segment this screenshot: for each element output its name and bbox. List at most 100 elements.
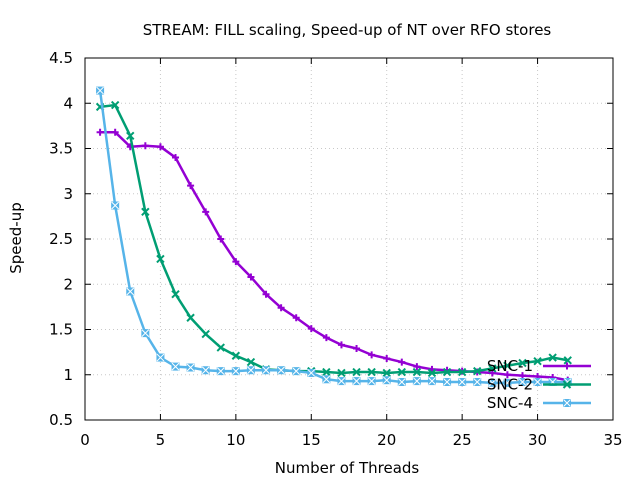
- data-point-cross: [563, 399, 571, 407]
- x-axis-label: Number of Threads: [275, 459, 420, 477]
- data-point: [442, 367, 452, 377]
- data-point: [231, 351, 241, 360]
- series-1: [96, 128, 572, 384]
- legend-label: SNC-2: [487, 376, 533, 394]
- data-point: [141, 329, 150, 338]
- data-point: [186, 313, 195, 322]
- data-point: [367, 367, 376, 377]
- data-point: [186, 363, 195, 372]
- y-tick-label: 3: [63, 185, 73, 203]
- data-point: [201, 329, 210, 339]
- series-line: [98, 90, 568, 385]
- data-point: [201, 366, 210, 375]
- data-point: [533, 377, 542, 386]
- data-point: [126, 287, 135, 296]
- data-point-cross: [443, 378, 451, 386]
- chart-title: STREAM: FILL scaling, Speed-up of NT ove…: [143, 21, 552, 39]
- data-point: [397, 377, 406, 386]
- y-tick-label: 3.5: [49, 140, 73, 158]
- data-point: [368, 351, 376, 359]
- series-line: [100, 130, 568, 382]
- y-tick-label: 2: [63, 275, 73, 293]
- data-point: [518, 377, 527, 386]
- data-point-cross: [141, 329, 150, 337]
- data-point: [458, 377, 467, 386]
- data-point: [412, 377, 421, 386]
- data-point: [307, 368, 316, 377]
- data-point-cross: [216, 367, 225, 375]
- data-point-cross: [458, 378, 466, 386]
- data-point: [398, 358, 406, 366]
- data-point-cross: [247, 366, 255, 375]
- data-point: [397, 367, 407, 377]
- y-tick-label: 4: [63, 94, 73, 112]
- data-point-cross: [171, 362, 180, 371]
- axis-ticks: 0 5 10 15 20 25 30 35 0.5 1 1.5 2 2.5 3 3.5 4 4.5: [49, 49, 622, 449]
- data-point: [171, 362, 180, 371]
- y-tick-label: 4.5: [49, 49, 73, 67]
- data-point: [232, 258, 240, 266]
- data-point: [503, 378, 512, 387]
- y-tick-label: 1.5: [49, 321, 73, 339]
- data-point-cross: [413, 377, 421, 385]
- data-point: [503, 371, 511, 379]
- data-point: [488, 364, 497, 373]
- data-point-cross: [533, 378, 542, 386]
- data-point: [383, 354, 391, 362]
- data-point: [172, 154, 180, 162]
- data-point: [216, 367, 225, 376]
- data-point: [262, 290, 270, 298]
- data-point: [202, 208, 210, 216]
- series-2: [95, 100, 572, 378]
- legend-label: SNC-1: [487, 357, 533, 375]
- data-point: [126, 131, 135, 141]
- data-point: [262, 366, 271, 375]
- data-point-cross: [382, 376, 391, 385]
- data-point-cross: [503, 379, 512, 387]
- data-point: [427, 377, 436, 386]
- data-point: [307, 325, 315, 333]
- x-tick-label: 15: [302, 431, 321, 449]
- x-tick-label: 0: [80, 431, 90, 449]
- data-point: [96, 86, 105, 95]
- data-point-cross: [322, 375, 331, 384]
- data-point: [548, 353, 557, 362]
- data-point: [156, 353, 165, 362]
- x-tick-label: 5: [156, 431, 166, 449]
- data-point: [141, 142, 149, 150]
- data-point: [562, 380, 572, 389]
- data-point: [367, 377, 376, 386]
- data-point: [187, 182, 195, 190]
- data-point: [231, 367, 240, 376]
- data-point: [518, 358, 527, 368]
- y-tick-label: 2.5: [49, 230, 73, 248]
- data-point: [111, 128, 119, 136]
- data-point-cross: [397, 378, 406, 386]
- data-point: [488, 369, 496, 377]
- x-tick-label: 30: [528, 431, 547, 449]
- data-point-cross: [201, 366, 210, 375]
- data-point-cross: [262, 366, 270, 375]
- data-point-cross: [473, 378, 482, 386]
- data-point: [216, 343, 225, 352]
- series-lines: [95, 86, 572, 387]
- data-point: [96, 128, 104, 136]
- data-point-cross: [186, 363, 195, 372]
- data-point-cross: [111, 201, 120, 210]
- grid: [85, 58, 613, 420]
- data-point-cross: [352, 377, 361, 385]
- data-point-cross: [488, 379, 497, 387]
- data-point: [277, 304, 285, 312]
- data-point: [518, 372, 526, 380]
- data-point-cross: [428, 377, 436, 385]
- data-point-cross: [156, 353, 165, 362]
- data-point: [292, 367, 301, 376]
- data-point: [563, 399, 571, 407]
- data-point: [382, 368, 391, 378]
- data-point: [443, 377, 452, 386]
- data-point-cross: [367, 377, 376, 385]
- data-point: [353, 345, 361, 353]
- data-point: [337, 377, 346, 386]
- data-point-cross: [277, 366, 285, 375]
